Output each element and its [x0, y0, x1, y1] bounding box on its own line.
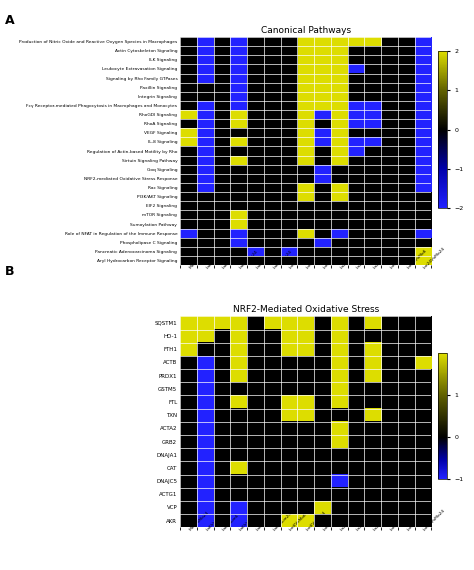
Text: B: B: [5, 265, 14, 278]
Title: Canonical Pathways: Canonical Pathways: [261, 26, 351, 35]
Text: A: A: [5, 14, 14, 27]
Title: NRF2-Mediated Oxidative Stress: NRF2-Mediated Oxidative Stress: [233, 305, 379, 314]
